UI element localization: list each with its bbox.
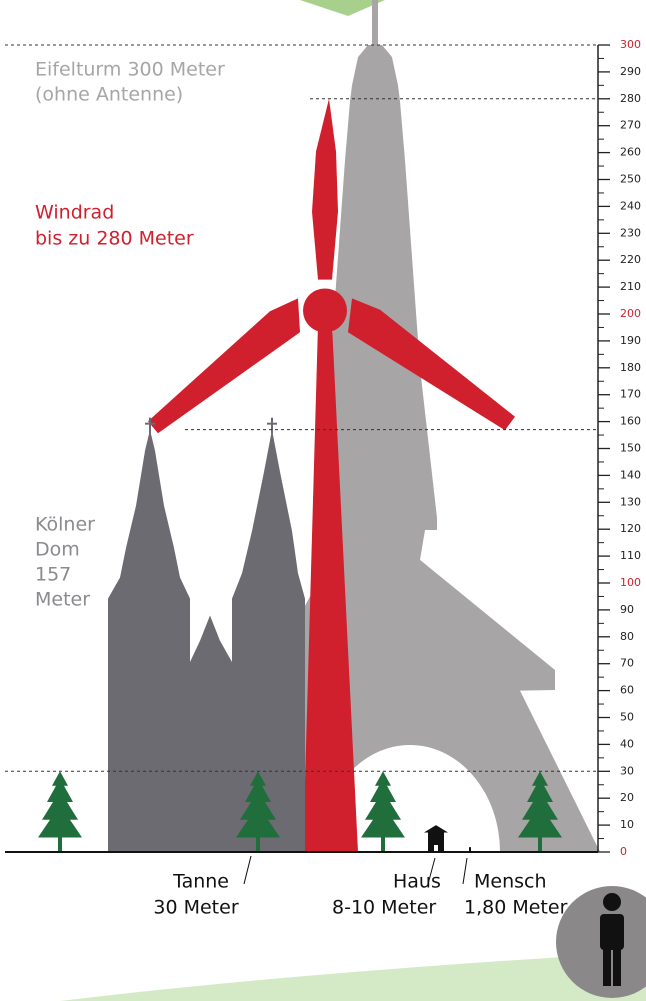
label: Mensch xyxy=(474,871,547,893)
y-tick-label: 80 xyxy=(620,630,634,643)
decor-swoosh xyxy=(60,952,646,1001)
label: Dom xyxy=(35,539,80,561)
y-tick-label: 190 xyxy=(620,334,641,347)
y-tick-label: 100 xyxy=(620,576,641,589)
turbine-blade-left xyxy=(148,298,300,433)
label: Windrad xyxy=(35,202,114,224)
label: Meter xyxy=(35,589,90,611)
label: Tanne xyxy=(172,871,229,893)
y-tick-label: 40 xyxy=(620,737,634,750)
label: bis zu 280 Meter xyxy=(35,228,194,250)
y-tick-label: 210 xyxy=(620,280,641,293)
y-tick-label: 120 xyxy=(620,522,641,535)
y-tick-label: 270 xyxy=(620,119,641,132)
label: Eifelturm 300 Meter xyxy=(35,59,225,81)
page: {"chart_data": { "type": "height-compari… xyxy=(0,0,646,1001)
label: 1,80 Meter xyxy=(464,897,568,919)
y-tick-label: 170 xyxy=(620,388,641,401)
y-tick-label: 90 xyxy=(620,603,634,616)
house-door xyxy=(434,845,438,852)
y-tick-label: 30 xyxy=(620,764,634,777)
y-tick-label: 290 xyxy=(620,65,641,78)
y-tick-label: 180 xyxy=(620,361,641,374)
label: Kölner xyxy=(35,514,95,536)
chart: 0 10 20 30 40 50 60 70 80 90 100 110 120 130 140 150 160… xyxy=(0,0,646,1001)
y-tick-label: 260 xyxy=(620,146,641,159)
y-tick-label: 0 xyxy=(620,845,627,858)
cathedral xyxy=(108,430,305,852)
y-tick-label: 160 xyxy=(620,415,641,428)
y-tick-label: 200 xyxy=(620,307,641,320)
y-tick-label: 140 xyxy=(620,468,641,481)
y-tick-label: 300 xyxy=(620,38,641,51)
shapes xyxy=(38,0,600,852)
y-tick-label: 150 xyxy=(620,442,641,455)
y-tick-label: 20 xyxy=(620,791,634,804)
y-tick-label: 10 xyxy=(620,818,634,831)
y-tick-label: 250 xyxy=(620,173,641,186)
antenna xyxy=(372,0,378,45)
label: 30 Meter xyxy=(153,897,238,919)
axis: 0 10 20 30 40 50 60 70 80 90 100 110 120 130 140 150 160… xyxy=(598,38,641,858)
y-tick-label: 50 xyxy=(620,711,634,724)
y-tick-label: 60 xyxy=(620,684,634,697)
y-tick-label: 240 xyxy=(620,199,641,212)
y-tick-label: 130 xyxy=(620,495,641,508)
label-pointer xyxy=(463,858,467,884)
y-tick-label: 280 xyxy=(620,92,641,105)
y-tick-label: 230 xyxy=(620,226,641,239)
y-tick-label: 70 xyxy=(620,657,634,670)
turbine-hub xyxy=(303,288,347,332)
tree xyxy=(38,771,82,852)
y-tick-label: 220 xyxy=(620,253,641,266)
label: (ohne Antenne) xyxy=(35,84,183,106)
label: Haus xyxy=(393,871,441,893)
label-pointer xyxy=(244,856,251,884)
turbine-blade-up xyxy=(312,99,338,280)
label: 157 xyxy=(35,564,71,586)
label: 8-10 Meter xyxy=(332,897,436,919)
y-tick-label: 110 xyxy=(620,549,641,562)
house-roof xyxy=(424,825,448,832)
tree xyxy=(361,771,405,852)
